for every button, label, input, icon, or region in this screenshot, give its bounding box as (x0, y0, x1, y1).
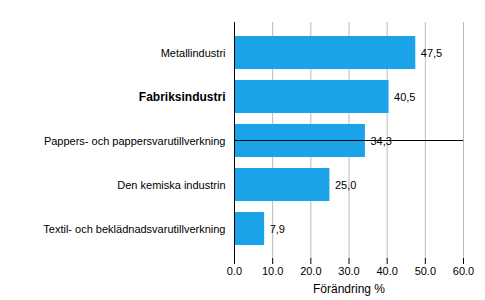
svg-text:34,3: 34,3 (370, 134, 392, 147)
svg-text:Fabriksindustri: Fabriksindustri (139, 90, 226, 104)
svg-text:60.0: 60.0 (453, 265, 474, 277)
svg-text:10.0: 10.0 (262, 265, 283, 277)
svg-text:25,0: 25,0 (335, 179, 356, 191)
svg-text:Förändring %: Förändring % (313, 282, 385, 296)
svg-text:30.0: 30.0 (338, 265, 359, 277)
svg-text:Den kemiska industrin: Den kemiska industrin (117, 179, 225, 191)
svg-text:47,5: 47,5 (421, 47, 442, 59)
svg-text:0.0: 0.0 (227, 265, 242, 277)
svg-text:40.0: 40.0 (376, 265, 397, 277)
svg-text:Textil- och beklädnadsvarutill: Textil- och beklädnadsvarutillverkning (43, 223, 225, 235)
svg-text:20.0: 20.0 (300, 265, 321, 277)
svg-text:Pappers- och pappersvarutillve: Pappers- och pappersvarutillverkning (44, 135, 226, 147)
svg-text:50.0: 50.0 (415, 265, 436, 277)
svg-text:7,9: 7,9 (270, 223, 285, 235)
svg-text:Metallindustri: Metallindustri (161, 47, 226, 59)
svg-text:40,5: 40,5 (394, 91, 415, 103)
